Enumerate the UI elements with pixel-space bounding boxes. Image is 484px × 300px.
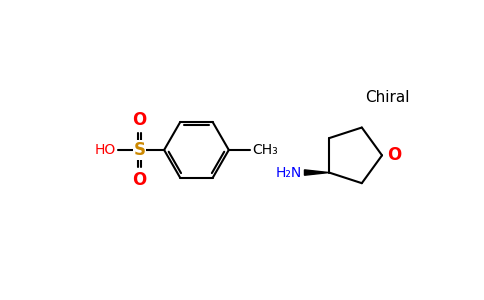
Text: H₂N: H₂N [276,166,302,179]
Text: Chiral: Chiral [365,90,409,105]
Text: HO: HO [94,143,116,157]
Text: O: O [132,171,147,189]
Text: CH₃: CH₃ [253,143,278,157]
Polygon shape [304,170,329,175]
Text: S: S [134,141,146,159]
Text: O: O [132,111,147,129]
Text: O: O [387,146,402,164]
